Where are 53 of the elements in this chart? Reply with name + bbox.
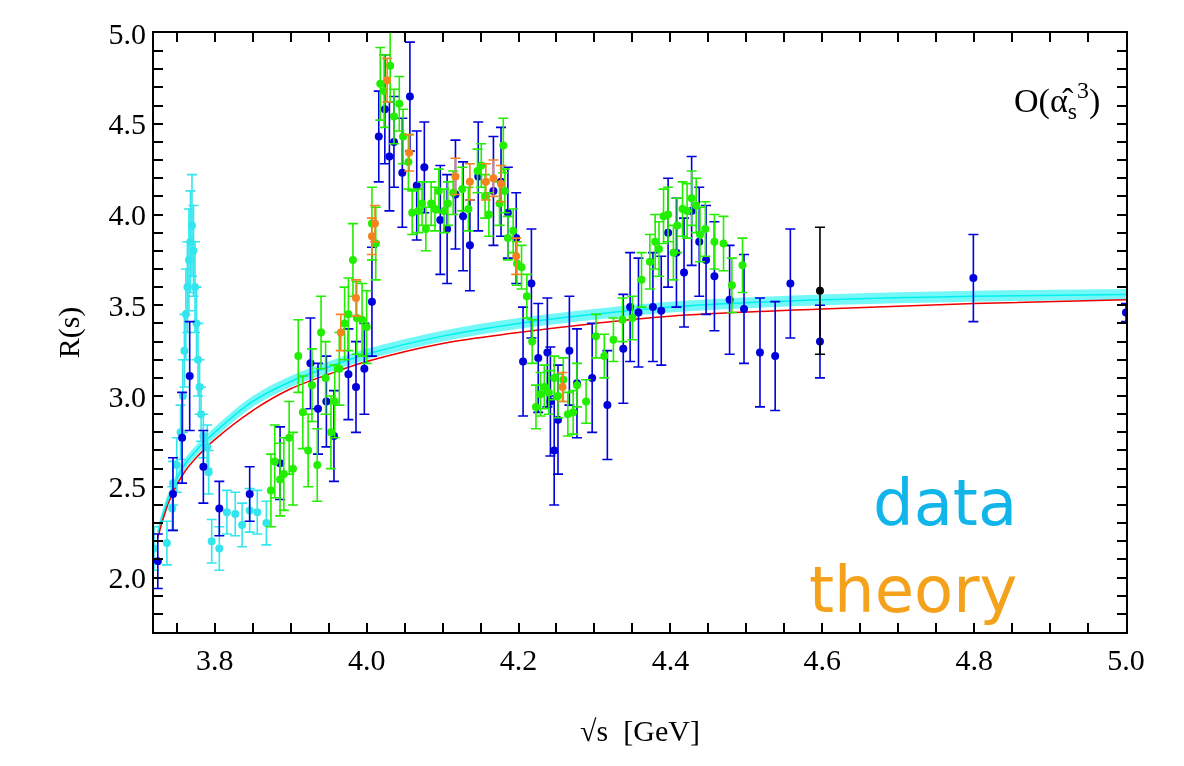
point (489, 174, 498, 183)
point (336, 328, 345, 337)
point (204, 468, 213, 477)
y-tick-label: 4.5 (108, 107, 146, 141)
point (191, 283, 200, 292)
x-axis-title: √s [GeV] (580, 714, 700, 747)
point (197, 410, 206, 419)
point (253, 508, 262, 517)
point (194, 355, 203, 364)
y-tick-label: 5.0 (108, 16, 146, 50)
point (192, 319, 201, 328)
point (512, 252, 521, 261)
point (465, 177, 474, 186)
point (451, 172, 460, 181)
point (184, 255, 193, 264)
y-axis-title: R(s) (52, 306, 86, 359)
point (558, 382, 567, 391)
point (189, 246, 198, 255)
point (215, 544, 224, 553)
x-tick-label: 4.8 (955, 643, 993, 676)
x-tick-label: 3.8 (196, 643, 234, 676)
point (351, 294, 360, 303)
y-tick-label: 2.5 (108, 470, 146, 504)
point (222, 508, 231, 517)
point (181, 310, 190, 319)
x-tick-label: 4.0 (347, 643, 386, 676)
point (183, 283, 192, 292)
point (207, 537, 216, 546)
point (367, 232, 376, 241)
x-tick-label: 4.4 (651, 643, 690, 676)
point (203, 442, 212, 451)
annotation: O(α̂$_{s}$$^{3}$) (1014, 77, 1101, 125)
point (186, 237, 195, 246)
x-tick-label: 5.0 (1107, 643, 1145, 676)
point (180, 346, 189, 355)
point (162, 539, 171, 548)
y-tick-label: 3.0 (108, 379, 146, 413)
y-tick-label: 3.5 (108, 288, 146, 322)
point (172, 461, 181, 470)
annotation: data (873, 466, 1018, 540)
y-tick-label: 2.0 (108, 561, 146, 595)
annotation: theory (809, 553, 1018, 627)
point (238, 520, 247, 529)
point (262, 519, 271, 528)
y-tick-label: 4.0 (108, 198, 146, 232)
x-tick-label: 4.6 (803, 643, 841, 676)
point (187, 221, 196, 230)
point (481, 177, 490, 186)
point (231, 510, 240, 519)
point (405, 148, 414, 157)
x-tick-label: 4.2 (499, 643, 538, 676)
point (195, 382, 204, 391)
point (815, 286, 824, 295)
